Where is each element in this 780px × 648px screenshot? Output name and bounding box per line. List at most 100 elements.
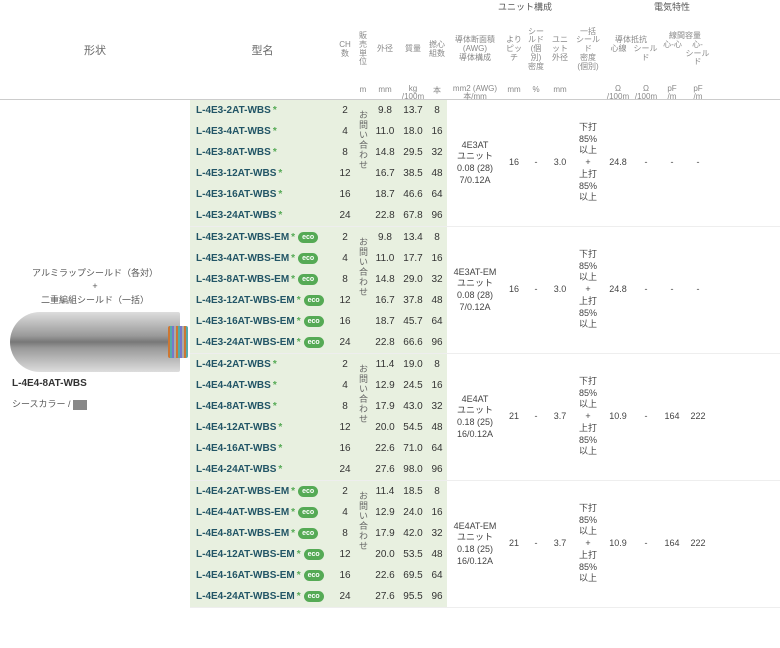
cell <box>355 184 371 205</box>
cell: 67.8 <box>399 205 427 226</box>
cell: 16 <box>335 184 355 205</box>
table-row: 1216.738.548 <box>335 163 447 184</box>
cell: 96 <box>427 586 447 607</box>
cell: 4 <box>335 502 355 523</box>
eco-badge: eco <box>304 591 324 602</box>
model-link[interactable]: L-4E4-8AT-WBS* <box>190 396 335 417</box>
cell: 16 <box>335 311 355 332</box>
model-link[interactable]: L-4E3-24AT-WBS-EM*eco <box>190 332 335 353</box>
cell: 48 <box>427 417 447 438</box>
inquiry-text: お問い合わせ <box>357 237 370 297</box>
shared-cell: 24.8 <box>603 284 633 296</box>
cell: 48 <box>427 290 447 311</box>
model-link[interactable]: L-4E3-12AT-WBS-EM*eco <box>190 290 335 311</box>
model-link[interactable]: L-4E3-4AT-WBS* <box>190 121 335 142</box>
star-icon: * <box>273 126 277 137</box>
table-row: 817.943.032 <box>335 396 447 417</box>
model-link[interactable]: L-4E4-8AT-WBS-EM*eco <box>190 523 335 544</box>
cell: 24 <box>335 459 355 480</box>
model-link[interactable]: L-4E4-4AT-WBS-EM*eco <box>190 502 335 523</box>
cell: 64 <box>427 438 447 459</box>
model-link[interactable]: L-4E4-2AT-WBS* <box>190 354 335 375</box>
model-link[interactable]: L-4E4-12AT-WBS-EM*eco <box>190 544 335 565</box>
cell: 8 <box>335 396 355 417</box>
hdr-od: 外径 <box>371 14 399 85</box>
cell: 69.5 <box>399 565 427 586</box>
eco-badge: eco <box>304 570 324 581</box>
star-icon: * <box>297 316 301 327</box>
model-link[interactable]: L-4E4-16AT-WBS-EM*eco <box>190 565 335 586</box>
cell: 24.5 <box>399 375 427 396</box>
shared-cell: 4E4AT-EM ユニット 0.18 (25) 16/0.12A <box>447 521 503 568</box>
model-link[interactable]: L-4E4-12AT-WBS* <box>190 417 335 438</box>
shared-cell: 3.7 <box>547 538 573 550</box>
cell: 16 <box>335 565 355 586</box>
eco-badge: eco <box>298 486 318 497</box>
model-link[interactable]: L-4E3-8AT-WBS* <box>190 142 335 163</box>
cell: 12.9 <box>371 375 399 396</box>
model-link[interactable]: L-4E4-4AT-WBS* <box>190 375 335 396</box>
shared-cell: - <box>525 411 547 423</box>
cell: 96 <box>427 205 447 226</box>
table-row: 1220.054.548 <box>335 417 447 438</box>
model-link[interactable]: L-4E4-24AT-WBS* <box>190 459 335 480</box>
group-block: L-4E4-2AT-WBS-EM*ecoL-4E4-4AT-WBS-EM*eco… <box>190 481 780 608</box>
table-row: 4 12.924.016 <box>335 502 447 523</box>
star-icon: * <box>291 274 295 285</box>
cell: 27.6 <box>371 586 399 607</box>
cell: 8 <box>427 100 447 121</box>
table-row: 211.419.08 <box>335 354 447 375</box>
unit-res2: Ω /100m <box>633 85 659 99</box>
shared-cell: - <box>685 157 711 169</box>
model-link[interactable]: L-4E3-4AT-WBS-EM*eco <box>190 248 335 269</box>
eco-badge: eco <box>304 316 324 327</box>
cell: 54.5 <box>399 417 427 438</box>
cell <box>355 332 371 353</box>
cell: 12 <box>335 544 355 565</box>
cell: 29.0 <box>399 269 427 290</box>
star-icon: * <box>291 528 295 539</box>
shared-cell: - <box>659 284 685 296</box>
cell: 64 <box>427 311 447 332</box>
cell: 98.0 <box>399 459 427 480</box>
model-link[interactable]: L-4E4-24AT-WBS-EM*eco <box>190 586 335 607</box>
model-link[interactable]: L-4E3-16AT-WBS* <box>190 184 335 205</box>
model-link[interactable]: L-4E4-2AT-WBS-EM*eco <box>190 481 335 502</box>
inquiry-text: お問い合わせ <box>357 364 370 424</box>
hdr-batch-shield: 一括 シールド 密度 (個別) <box>573 14 603 85</box>
table-row: 814.829.032 <box>335 269 447 290</box>
cell: 38.5 <box>399 163 427 184</box>
cell <box>355 205 371 226</box>
star-icon: * <box>291 253 295 264</box>
header-model: 型名 <box>190 0 335 99</box>
cell: 16 <box>427 375 447 396</box>
unit-shield: % <box>525 85 547 99</box>
model-link[interactable]: L-4E3-16AT-WBS-EM*eco <box>190 311 335 332</box>
sheath-color: シースカラー / <box>4 397 186 410</box>
shared-cell: 3.7 <box>547 411 573 423</box>
cell: 13.4 <box>399 227 427 248</box>
inquiry-text: お問い合わせ <box>357 110 370 170</box>
model-link[interactable]: L-4E3-8AT-WBS-EM*eco <box>190 269 335 290</box>
cell: 24 <box>335 586 355 607</box>
cell: 37.8 <box>399 290 427 311</box>
model-link[interactable]: L-4E3-24AT-WBS* <box>190 205 335 226</box>
shared-cell: 10.9 <box>603 538 633 550</box>
cell: 16 <box>427 121 447 142</box>
cell: 20.0 <box>371 417 399 438</box>
star-icon: * <box>278 443 282 454</box>
table-row: 817.942.032 <box>335 523 447 544</box>
cell: 24.0 <box>399 502 427 523</box>
cell: 16 <box>427 502 447 523</box>
model-link[interactable]: L-4E3-12AT-WBS* <box>190 163 335 184</box>
model-link[interactable]: L-4E3-2AT-WBS-EM*eco <box>190 227 335 248</box>
unit-cap2: pF /m <box>685 85 711 99</box>
cell: 12.9 <box>371 502 399 523</box>
cell: 18.5 <box>399 481 427 502</box>
star-icon: * <box>278 464 282 475</box>
cell <box>355 565 371 586</box>
model-link[interactable]: L-4E4-16AT-WBS* <box>190 438 335 459</box>
model-link[interactable]: L-4E3-2AT-WBS* <box>190 100 335 121</box>
unit-pitch: mm <box>503 85 525 99</box>
cell: 2 <box>335 481 355 502</box>
